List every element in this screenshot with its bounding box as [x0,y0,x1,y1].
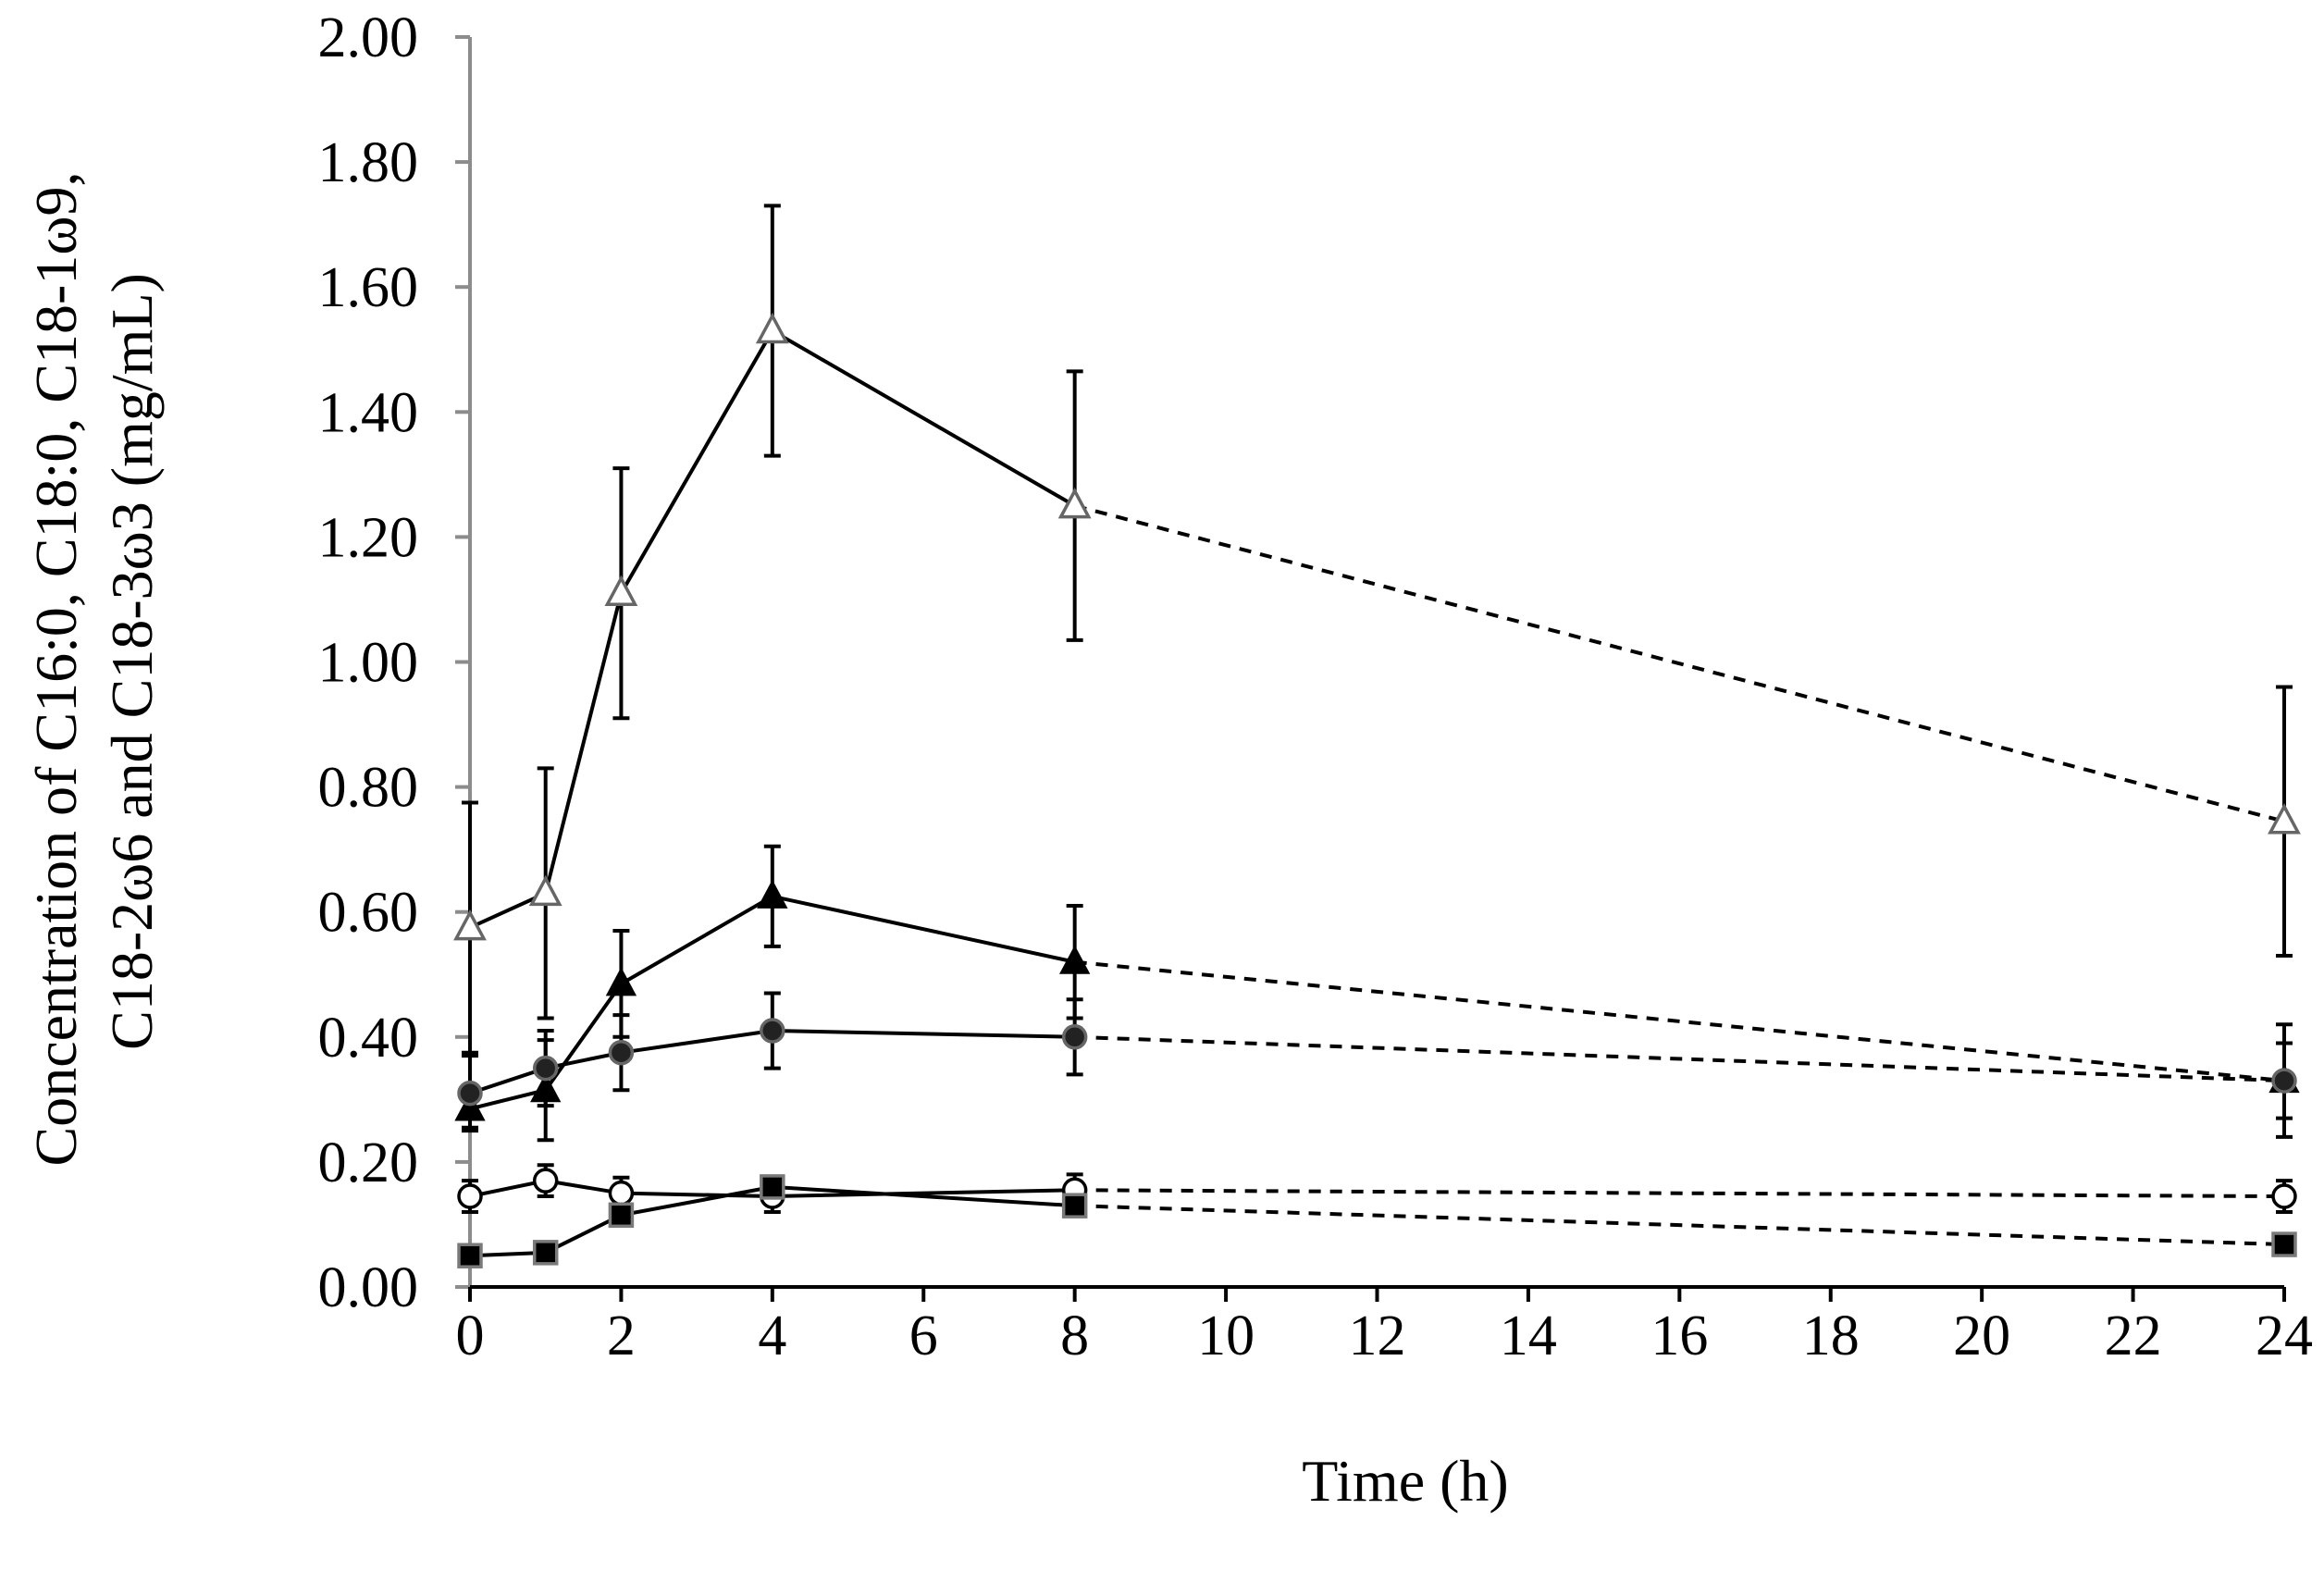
y-tick-label: 0.40 [318,1007,419,1070]
x-tick-label: 4 [758,1305,786,1367]
filled-triangle-point [605,967,637,996]
open-triangle-point [528,874,562,907]
filled-triangle-point [454,1092,486,1121]
ticks [455,35,2286,1302]
x-tick-label: 10 [1197,1305,1255,1367]
filled-circle-point [532,1055,559,1082]
y-axis-title: Concentration of C16:0, C18:0, C18-1ω9, … [23,157,165,1167]
markers [453,312,2301,1268]
x-axis-title: Time (h) [1302,1448,1508,1514]
open-triangle-point [2268,803,2301,835]
open-triangle-dashed-line [1074,503,2285,823]
filled-triangle-point [757,879,788,909]
filled-circle-dashed-line [1074,1034,2285,1083]
x-tick-label: 20 [1953,1305,2010,1367]
y-tick-label: 1.60 [318,256,419,319]
filled-triangle-point [1058,945,1091,974]
filled-circle-point [457,1080,483,1107]
x-tick-label: 16 [1650,1305,1708,1367]
y-tick-label: 1.80 [318,131,419,194]
filled-triangle-point [530,1073,562,1103]
x-tick-label: 14 [1500,1305,1557,1367]
open-circle-dashed-line [1074,1188,2285,1199]
filled-circle-point [2271,1068,2297,1094]
filled-square-point [532,1240,559,1266]
x-tick-labels: 0 2 4 6 8 10 12 14 16 18 20 22 24 [456,1305,2314,1367]
series-lines [469,328,2285,1258]
x-tick-label: 22 [2105,1305,2162,1367]
filled-circle-point [608,1039,635,1066]
open-circle-point [457,1183,483,1209]
open-circle-point [532,1168,559,1194]
y-tick-label: 0.20 [318,1132,419,1194]
open-circle-point [608,1180,635,1206]
y-tick-label: 2.00 [318,6,419,69]
axes [468,37,2284,1289]
error-bars [462,204,2293,1214]
x-tick-label: 2 [607,1305,636,1367]
filled-circle-point [1061,1024,1088,1050]
y-tick-label: 0.80 [318,757,419,820]
filled-square-point [760,1174,785,1200]
open-circle-point [2271,1183,2297,1209]
filled-square-dashed-line [1074,1204,2285,1247]
open-triangle-point [755,312,789,344]
x-tick-label: 0 [456,1305,485,1367]
x-tick-label: 6 [909,1305,938,1367]
y-axis-title-line-2: C18-2ω6 and C18-3ω3 (mg/mL) [99,273,165,1050]
y-tick-label: 0.00 [318,1256,419,1319]
filled-square-point [457,1243,483,1268]
x-tick-label: 18 [1802,1305,1860,1367]
x-tick-label: 24 [2256,1305,2313,1367]
y-tick-label: 0.60 [318,882,419,945]
filled-triangle-dashed-line [1074,959,2285,1083]
y-tick-labels: 0.00 0.20 0.40 0.60 0.80 1.00 1.20 1.40 1.60 1.80… [318,6,419,1319]
filled-square-point [1061,1193,1088,1218]
filled-square-point [2271,1231,2297,1257]
open-triangle-point [453,909,487,941]
y-tick-label: 1.40 [318,381,419,444]
x-tick-label: 8 [1060,1305,1089,1367]
open-triangle-point [1057,487,1092,519]
y-tick-label: 1.00 [318,632,419,695]
filled-circle-point [760,1018,785,1044]
open-triangle-point [604,575,638,606]
filled-square-point [608,1202,635,1229]
y-axis-title-line-1: Concentration of C16:0, C18:0, C18-1ω9, [23,172,89,1167]
x-tick-label: 12 [1349,1305,1406,1367]
y-tick-label: 1.20 [318,506,419,569]
